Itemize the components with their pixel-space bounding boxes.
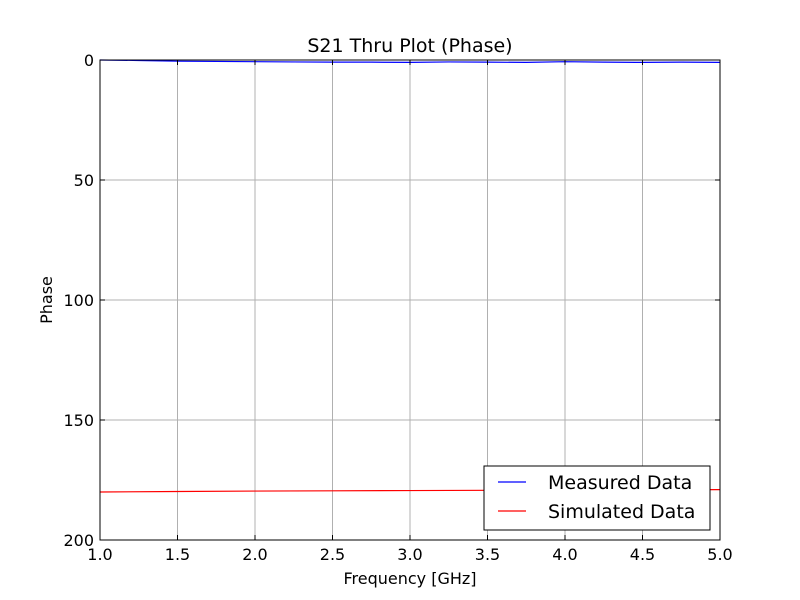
x-tick-label: 3.0 — [397, 545, 422, 564]
x-tick-label: 3.5 — [475, 545, 500, 564]
x-tick-label: 1.5 — [165, 545, 190, 564]
y-tick-label: 0 — [84, 51, 94, 70]
x-axis-label: Frequency [GHz] — [343, 569, 476, 588]
x-tick-label: 4.5 — [630, 545, 655, 564]
legend-label-measured: Measured Data — [548, 472, 692, 494]
x-tick-label: 2.0 — [242, 545, 267, 564]
legend-label-simulated: Simulated Data — [548, 501, 695, 523]
x-tick-label: 5.0 — [707, 545, 732, 564]
axis-ticks: 1.0 1.5 2.0 2.5 3.0 3.5 4.0 4.5 5.0 0 50 100 150 200 — [63, 51, 732, 564]
x-tick-label: 4.0 — [552, 545, 577, 564]
x-tick-label: 1.0 — [87, 545, 112, 564]
y-axis-label: Phase — [37, 276, 56, 324]
y-tick-label: 50 — [74, 171, 94, 190]
y-tick-label: 100 — [63, 291, 94, 310]
x-tick-label: 2.5 — [320, 545, 345, 564]
legend: Measured Data Simulated Data — [483, 465, 711, 531]
y-tick-label: 200 — [63, 531, 94, 550]
chart-title: S21 Thru Plot (Phase) — [307, 35, 512, 57]
y-tick-label: 150 — [63, 411, 94, 430]
legend-box — [483, 465, 711, 531]
